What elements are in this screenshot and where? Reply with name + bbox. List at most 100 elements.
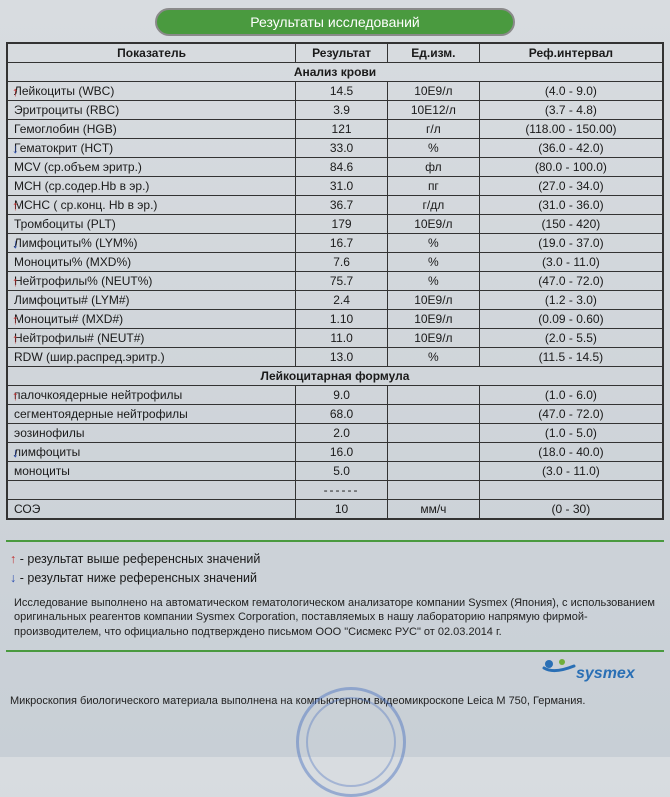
arrow-up-icon: ↑ — [12, 388, 19, 403]
param-cell: ↑Нейтрофилы% (NEUT%) — [7, 272, 296, 291]
param-label: RDW (шир.распред.эритр.) — [14, 350, 165, 364]
ref-cell: (19.0 - 37.0) — [479, 234, 663, 253]
result-cell: 75.7 — [296, 272, 388, 291]
ref-cell: (2.0 - 5.5) — [479, 329, 663, 348]
section-leuko: Лейкоцитарная формула — [7, 367, 663, 386]
table-row: моноциты5.0(3.0 - 11.0) — [7, 462, 663, 481]
param-label: Лейкоциты (WBC) — [14, 84, 114, 98]
result-cell: 179 — [296, 215, 388, 234]
esr-result: 10 — [296, 500, 388, 520]
param-label: Моноциты# (MXD#) — [14, 312, 123, 326]
report-page: Результаты исследований Показатель Резул… — [0, 0, 670, 757]
param-cell: ↑палочкоядерные нейтрофилы — [7, 386, 296, 405]
param-cell: MCV (ср.объем эритр.) — [7, 158, 296, 177]
dash-row: ------ — [7, 481, 663, 500]
section-blood: Анализ крови — [7, 63, 663, 82]
param-label: Моноциты% (MXD%) — [14, 255, 131, 269]
ref-cell: (3.0 - 11.0) — [479, 462, 663, 481]
param-label: палочкоядерные нейтрофилы — [14, 388, 182, 402]
param-cell: RDW (шир.распред.эритр.) — [7, 348, 296, 367]
result-cell: 11.0 — [296, 329, 388, 348]
arrow-down-icon: ↓ — [12, 445, 19, 460]
table-row: MCV (ср.объем эритр.) 84.6фл(80.0 - 100.0… — [7, 158, 663, 177]
ref-cell: (1.0 - 5.0) — [479, 424, 663, 443]
result-cell: 16.0 — [296, 443, 388, 462]
col-unit: Ед.изм. — [387, 43, 479, 63]
unit-cell: фл — [387, 158, 479, 177]
unit-cell: пг — [387, 177, 479, 196]
ref-cell: (11.5 - 14.5) — [479, 348, 663, 367]
result-cell: 1.10 — [296, 310, 388, 329]
result-cell: 14.5 — [296, 82, 388, 101]
ref-cell: (80.0 - 100.0) — [479, 158, 663, 177]
table-row: ↑MCHC ( ср.конц. Hb в эр.)36.7г/дл(31.0 … — [7, 196, 663, 215]
ref-cell: (3.0 - 11.0) — [479, 253, 663, 272]
legend-up: ↑ - результат выше референсных значений — [10, 550, 660, 569]
param-label: эозинофилы — [14, 426, 85, 440]
arrow-up-icon: ↑ — [12, 312, 19, 327]
param-label: моноциты — [14, 464, 70, 478]
param-cell: моноциты — [7, 462, 296, 481]
param-label: Гемоглобин (HGB) — [14, 122, 117, 136]
param-label: Тромбоциты (PLT) — [14, 217, 116, 231]
table-row: Тромбоциты (PLT)17910E9/л(150 - 420) — [7, 215, 663, 234]
unit-cell — [387, 386, 479, 405]
unit-cell: % — [387, 253, 479, 272]
param-label: MCV (ср.объем эритр.) — [14, 160, 142, 174]
param-cell: Моноциты% (MXD%) — [7, 253, 296, 272]
unit-cell: % — [387, 139, 479, 158]
result-cell: 9.0 — [296, 386, 388, 405]
param-label: Лимфоциты# (LYM#) — [14, 293, 130, 307]
table-row: ↑Нейтрофилы% (NEUT%)75.7%(47.0 - 72.0) — [7, 272, 663, 291]
legend-down: ↓ - результат ниже референсных значений — [10, 569, 660, 588]
table-row: ↑палочкоядерные нейтрофилы9.0(1.0 - 6.0) — [7, 386, 663, 405]
param-label: MCH (ср.содер.Hb в эр.) — [14, 179, 149, 193]
table-row: ↑Моноциты# (MXD#)1.1010E9/л(0.09 - 0.60) — [7, 310, 663, 329]
result-cell: 16.7 — [296, 234, 388, 253]
table-row: ↑Нейтрофилы# (NEUT#)11.010E9/л(2.0 - 5.5… — [7, 329, 663, 348]
section-leuko-title: Лейкоцитарная формула — [7, 367, 663, 386]
param-cell: сегментоядерные нейтрофилы — [7, 405, 296, 424]
stamp — [6, 707, 664, 737]
result-cell: 36.7 — [296, 196, 388, 215]
table-row: ↓лимфоциты16.0(18.0 - 40.0) — [7, 443, 663, 462]
unit-cell — [387, 405, 479, 424]
param-cell: ↑MCHC ( ср.конц. Hb в эр.) — [7, 196, 296, 215]
result-cell: 2.4 — [296, 291, 388, 310]
legend: ↑ - результат выше референсных значений … — [6, 540, 664, 652]
arrow-up-icon: ↑ — [12, 274, 19, 289]
param-cell: MCH (ср.содер.Hb в эр.) — [7, 177, 296, 196]
esr-ref: (0 - 30) — [479, 500, 663, 520]
section-blood-title: Анализ крови — [7, 63, 663, 82]
ref-cell: (1.2 - 3.0) — [479, 291, 663, 310]
brand-logo: sysmex — [6, 656, 664, 689]
param-cell: ↑Моноциты# (MXD#) — [7, 310, 296, 329]
unit-cell — [387, 424, 479, 443]
table-row: ↓Гематокрит (HCT)33.0%(36.0 - 42.0) — [7, 139, 663, 158]
param-cell: ↓лимфоциты — [7, 443, 296, 462]
col-ref: Реф.интервал — [479, 43, 663, 63]
arrow-up-icon: ↑ — [12, 331, 19, 346]
arrow-down-icon: ↓ — [12, 141, 19, 156]
report-title: Результаты исследований — [155, 8, 515, 36]
ref-cell: (4.0 - 9.0) — [479, 82, 663, 101]
param-label: MCHC ( ср.конц. Hb в эр.) — [14, 198, 157, 212]
ref-cell: (3.7 - 4.8) — [479, 101, 663, 120]
ref-cell: (31.0 - 36.0) — [479, 196, 663, 215]
table-row: Эритроциты (RBC)3.910E12/л(3.7 - 4.8) — [7, 101, 663, 120]
param-cell: Лимфоциты# (LYM#) — [7, 291, 296, 310]
unit-cell: % — [387, 234, 479, 253]
ref-cell: (1.0 - 6.0) — [479, 386, 663, 405]
ref-cell: (150 - 420) — [479, 215, 663, 234]
table-row: сегментоядерные нейтрофилы68.0(47.0 - 72… — [7, 405, 663, 424]
unit-cell — [387, 462, 479, 481]
param-label: Нейтрофилы# (NEUT#) — [14, 331, 144, 345]
footnote: Исследование выполнено на автоматическом… — [10, 592, 660, 645]
unit-cell: 10E9/л — [387, 310, 479, 329]
arrow-up-icon: ↑ — [12, 198, 19, 213]
esr-param: СОЭ — [7, 500, 296, 520]
table-row: Лимфоциты# (LYM#)2.410E9/л(1.2 - 3.0) — [7, 291, 663, 310]
table-row: MCH (ср.содер.Hb в эр.)31.0пг(27.0 - 34.… — [7, 177, 663, 196]
result-cell: 84.6 — [296, 158, 388, 177]
param-cell: ↓Гематокрит (HCT) — [7, 139, 296, 158]
